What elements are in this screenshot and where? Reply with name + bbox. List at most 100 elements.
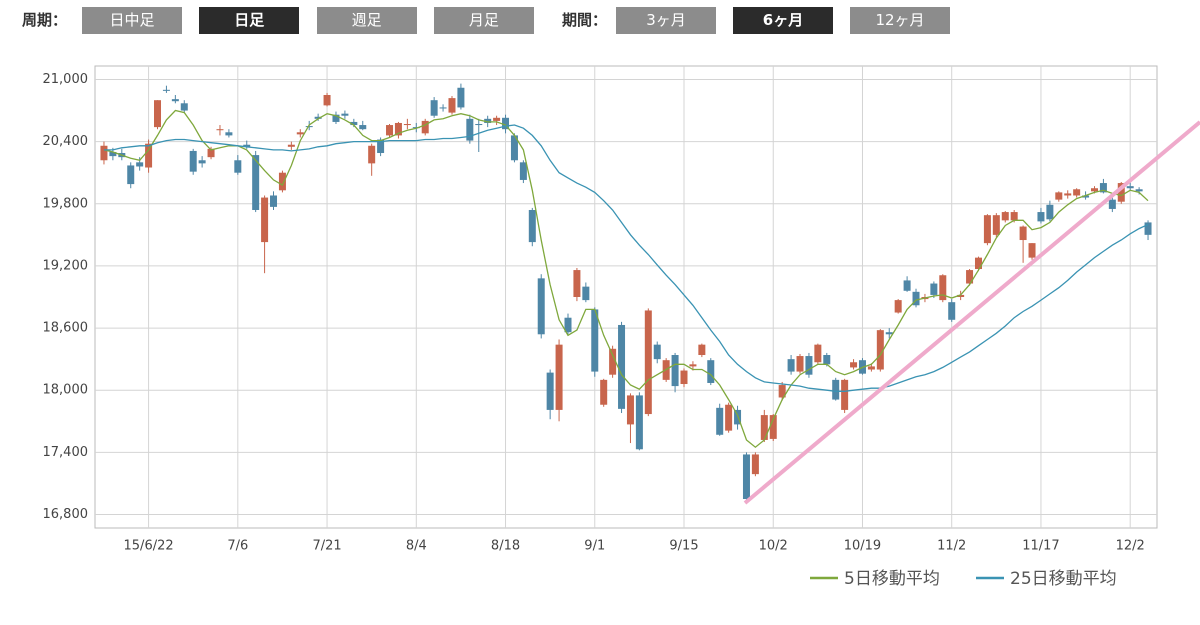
candle-body xyxy=(769,415,777,439)
candle-body xyxy=(421,120,429,134)
candle-body xyxy=(841,379,849,410)
candle-body xyxy=(814,344,822,363)
candle-body xyxy=(992,215,1000,235)
cycle-button[interactable]: 月足 xyxy=(433,7,534,34)
candle-body xyxy=(127,165,135,185)
y-tick-label: 20,400 xyxy=(43,134,89,149)
cycle-button[interactable]: 日中足 xyxy=(82,7,182,34)
candle-body xyxy=(359,125,367,130)
candle-body xyxy=(707,360,715,383)
candle-body xyxy=(430,100,438,116)
legend: 5日移動平均 25日移動平均 xyxy=(810,569,1117,589)
x-tick-label: 8/4 xyxy=(406,539,427,554)
candle-body xyxy=(564,317,572,333)
candle-body xyxy=(876,330,884,370)
candle-body xyxy=(760,415,768,440)
candle-body xyxy=(930,283,938,295)
candle-body xyxy=(626,395,634,425)
candle-body xyxy=(609,348,617,375)
marks xyxy=(100,83,1152,503)
candle-body xyxy=(573,270,581,297)
x-tick-label: 7/6 xyxy=(227,539,248,554)
candle-body xyxy=(1144,222,1152,235)
candle-body xyxy=(591,309,599,372)
y-tick-label: 17,400 xyxy=(43,445,89,460)
candle-body xyxy=(278,172,286,191)
candle-body xyxy=(582,286,590,301)
candle-body xyxy=(403,124,411,126)
cycle-button[interactable]: 日足 xyxy=(199,7,300,34)
candle-body xyxy=(734,409,742,425)
candle-body xyxy=(903,280,911,291)
candle-body xyxy=(252,155,260,210)
candle-body xyxy=(894,300,902,313)
x-tick-label: 9/1 xyxy=(584,539,605,554)
plot-frame xyxy=(94,65,1158,529)
candle-body xyxy=(546,372,554,410)
candle-body xyxy=(171,99,179,102)
candle-body xyxy=(832,379,840,400)
candle-body xyxy=(475,124,483,126)
candle-body xyxy=(1135,189,1143,192)
x-tick-label: 10/19 xyxy=(844,539,881,554)
candle-body xyxy=(439,107,447,109)
y-tick-label: 18,600 xyxy=(43,321,89,336)
candle-body xyxy=(136,162,144,167)
trend-line xyxy=(743,120,1200,505)
candle-body xyxy=(689,364,697,367)
candle-body xyxy=(885,332,893,335)
candle-body xyxy=(1010,212,1018,221)
candle-body xyxy=(537,278,545,335)
candle-body xyxy=(1046,204,1054,220)
cycle-button[interactable]: 週足 xyxy=(316,7,417,34)
candle-body xyxy=(145,143,153,168)
grid: 21,000 20,400 19,800 19,200 18,600 18,000 17,4… xyxy=(43,66,1157,554)
candle-body xyxy=(207,148,215,158)
candle-body xyxy=(493,117,501,121)
candle-body xyxy=(725,404,733,431)
candle-body xyxy=(1082,195,1090,198)
candle-body xyxy=(823,355,831,365)
candle-body xyxy=(644,310,652,415)
candle-body xyxy=(100,145,108,161)
moving-average-line xyxy=(104,124,1149,392)
candle-body xyxy=(270,195,278,207)
candle-body xyxy=(305,126,313,128)
range-button[interactable]: 6ヶ月 xyxy=(733,7,833,34)
candle-body xyxy=(377,139,385,154)
candle-body xyxy=(189,150,197,172)
x-tick-label: 12/2 xyxy=(1116,539,1145,554)
candle-body xyxy=(198,160,206,164)
candle-body xyxy=(787,359,795,372)
candle-body xyxy=(466,118,474,141)
candle-body xyxy=(618,324,626,409)
candle-body xyxy=(350,121,358,126)
candle-body xyxy=(1099,183,1107,193)
candle-body xyxy=(1108,199,1116,209)
x-tick-label: 15/6/22 xyxy=(124,539,174,554)
candle-body xyxy=(243,144,251,147)
x-tick-label: 8/18 xyxy=(491,539,520,554)
candle-body xyxy=(154,100,162,128)
candle-body xyxy=(939,275,947,301)
candle-body xyxy=(261,197,269,243)
candle-body xyxy=(716,407,724,435)
candle-body xyxy=(1028,243,1036,258)
candle-body xyxy=(635,395,643,450)
candle-body xyxy=(555,344,563,410)
range-label: 期間： xyxy=(562,11,608,29)
candle-body xyxy=(448,98,456,113)
range-button[interactable]: 12ヶ月 xyxy=(850,7,950,34)
candle-body xyxy=(1019,226,1027,241)
candle-body xyxy=(1037,212,1045,222)
candle-body xyxy=(796,356,804,372)
candle-body xyxy=(314,116,322,119)
candle-body xyxy=(751,454,759,475)
range-button[interactable]: 3ヶ月 xyxy=(616,7,716,34)
candle-body xyxy=(332,114,340,122)
candle-body xyxy=(653,344,661,360)
candle-body xyxy=(966,270,974,284)
candle-body xyxy=(510,135,518,161)
